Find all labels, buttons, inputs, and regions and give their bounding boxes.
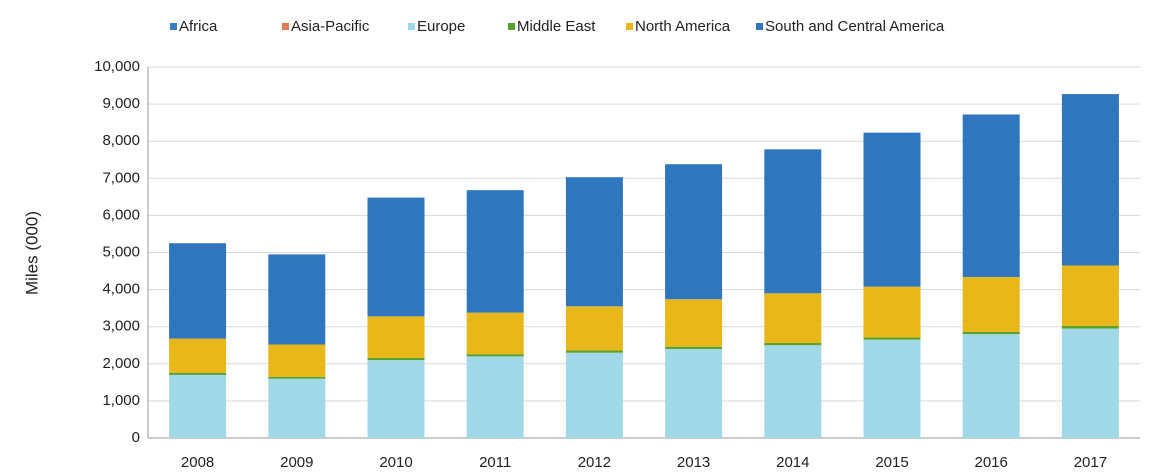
y-tick-label: 0 [132,429,140,446]
legend-swatch [408,23,415,30]
bar-segment [665,164,723,300]
legend-swatch [756,23,763,30]
bar-segment [169,372,227,375]
y-tick-label: 6,000 [102,206,140,223]
y-tick-label: 1,000 [102,392,140,409]
bar-segment [466,190,524,313]
legend-label: North America [635,18,731,35]
x-tick-label: 2015 [875,454,908,471]
y-tick-label: 4,000 [102,281,140,298]
legend-swatch [282,23,289,30]
legend-swatch [170,23,177,30]
bar-segment [863,337,921,340]
bar-segment [1061,325,1119,329]
legend-label: Africa [179,18,218,35]
x-tick-label: 2013 [677,454,710,471]
legend-label: South and Central America [765,18,945,35]
bar-segment [466,312,524,355]
bar-segment [367,357,425,361]
bar-segment [169,243,227,339]
bar-segment [665,348,723,438]
bar-segment [367,360,425,438]
bar-segment [764,345,822,438]
x-tick-label: 2010 [379,454,412,471]
bar-segment [466,356,524,438]
bar-segment [1061,265,1119,326]
bar-segment [962,331,1020,335]
x-tick-label: 2012 [578,454,611,471]
bar-segment [764,343,822,346]
bar-segment [565,352,623,438]
bar-segment [665,299,723,347]
legend-swatch [626,23,633,30]
bar-segment [169,374,227,438]
bar-segment [863,132,921,287]
bar-segment [565,177,623,307]
legend-swatch [508,23,515,30]
bar-segment [1061,94,1119,266]
x-tick-label: 2009 [280,454,313,471]
bar-segment [367,316,425,358]
y-tick-label: 9,000 [102,95,140,112]
bar-segment [565,350,623,353]
bar-segment [169,338,227,373]
legend-label: Middle East [517,18,596,35]
bar-segment [764,149,822,294]
bar-segment [268,378,326,438]
x-tick-label: 2011 [479,454,511,471]
bar-segment [565,306,623,351]
y-tick-label: 3,000 [102,318,140,335]
bar-segment [962,276,1020,332]
x-tick-label: 2014 [776,454,809,471]
bar-segment [268,376,326,379]
y-tick-label: 10,000 [94,58,140,75]
y-tick-label: 5,000 [102,243,140,260]
legend-label: Asia-Pacific [291,18,370,35]
x-tick-label: 2016 [975,454,1008,471]
bar-segment [268,344,326,377]
bar-segment [466,354,524,357]
x-tick-label: 2017 [1074,454,1107,471]
legend-label: Europe [417,18,465,35]
bar-segment [367,197,425,317]
bar-segment [863,339,921,438]
bar-segment [962,334,1020,438]
bar-segment [962,114,1020,277]
bar-segment [863,286,921,338]
bar-segment [665,346,723,349]
y-tick-label: 2,000 [102,355,140,372]
y-tick-label: 7,000 [102,169,140,186]
bar-segment [268,254,326,345]
x-tick-label: 2008 [181,454,214,471]
bar-segment [764,293,822,344]
y-tick-label: 8,000 [102,132,140,149]
bar-segment [1061,328,1119,438]
y-axis-title: Miles (000) [22,211,41,295]
